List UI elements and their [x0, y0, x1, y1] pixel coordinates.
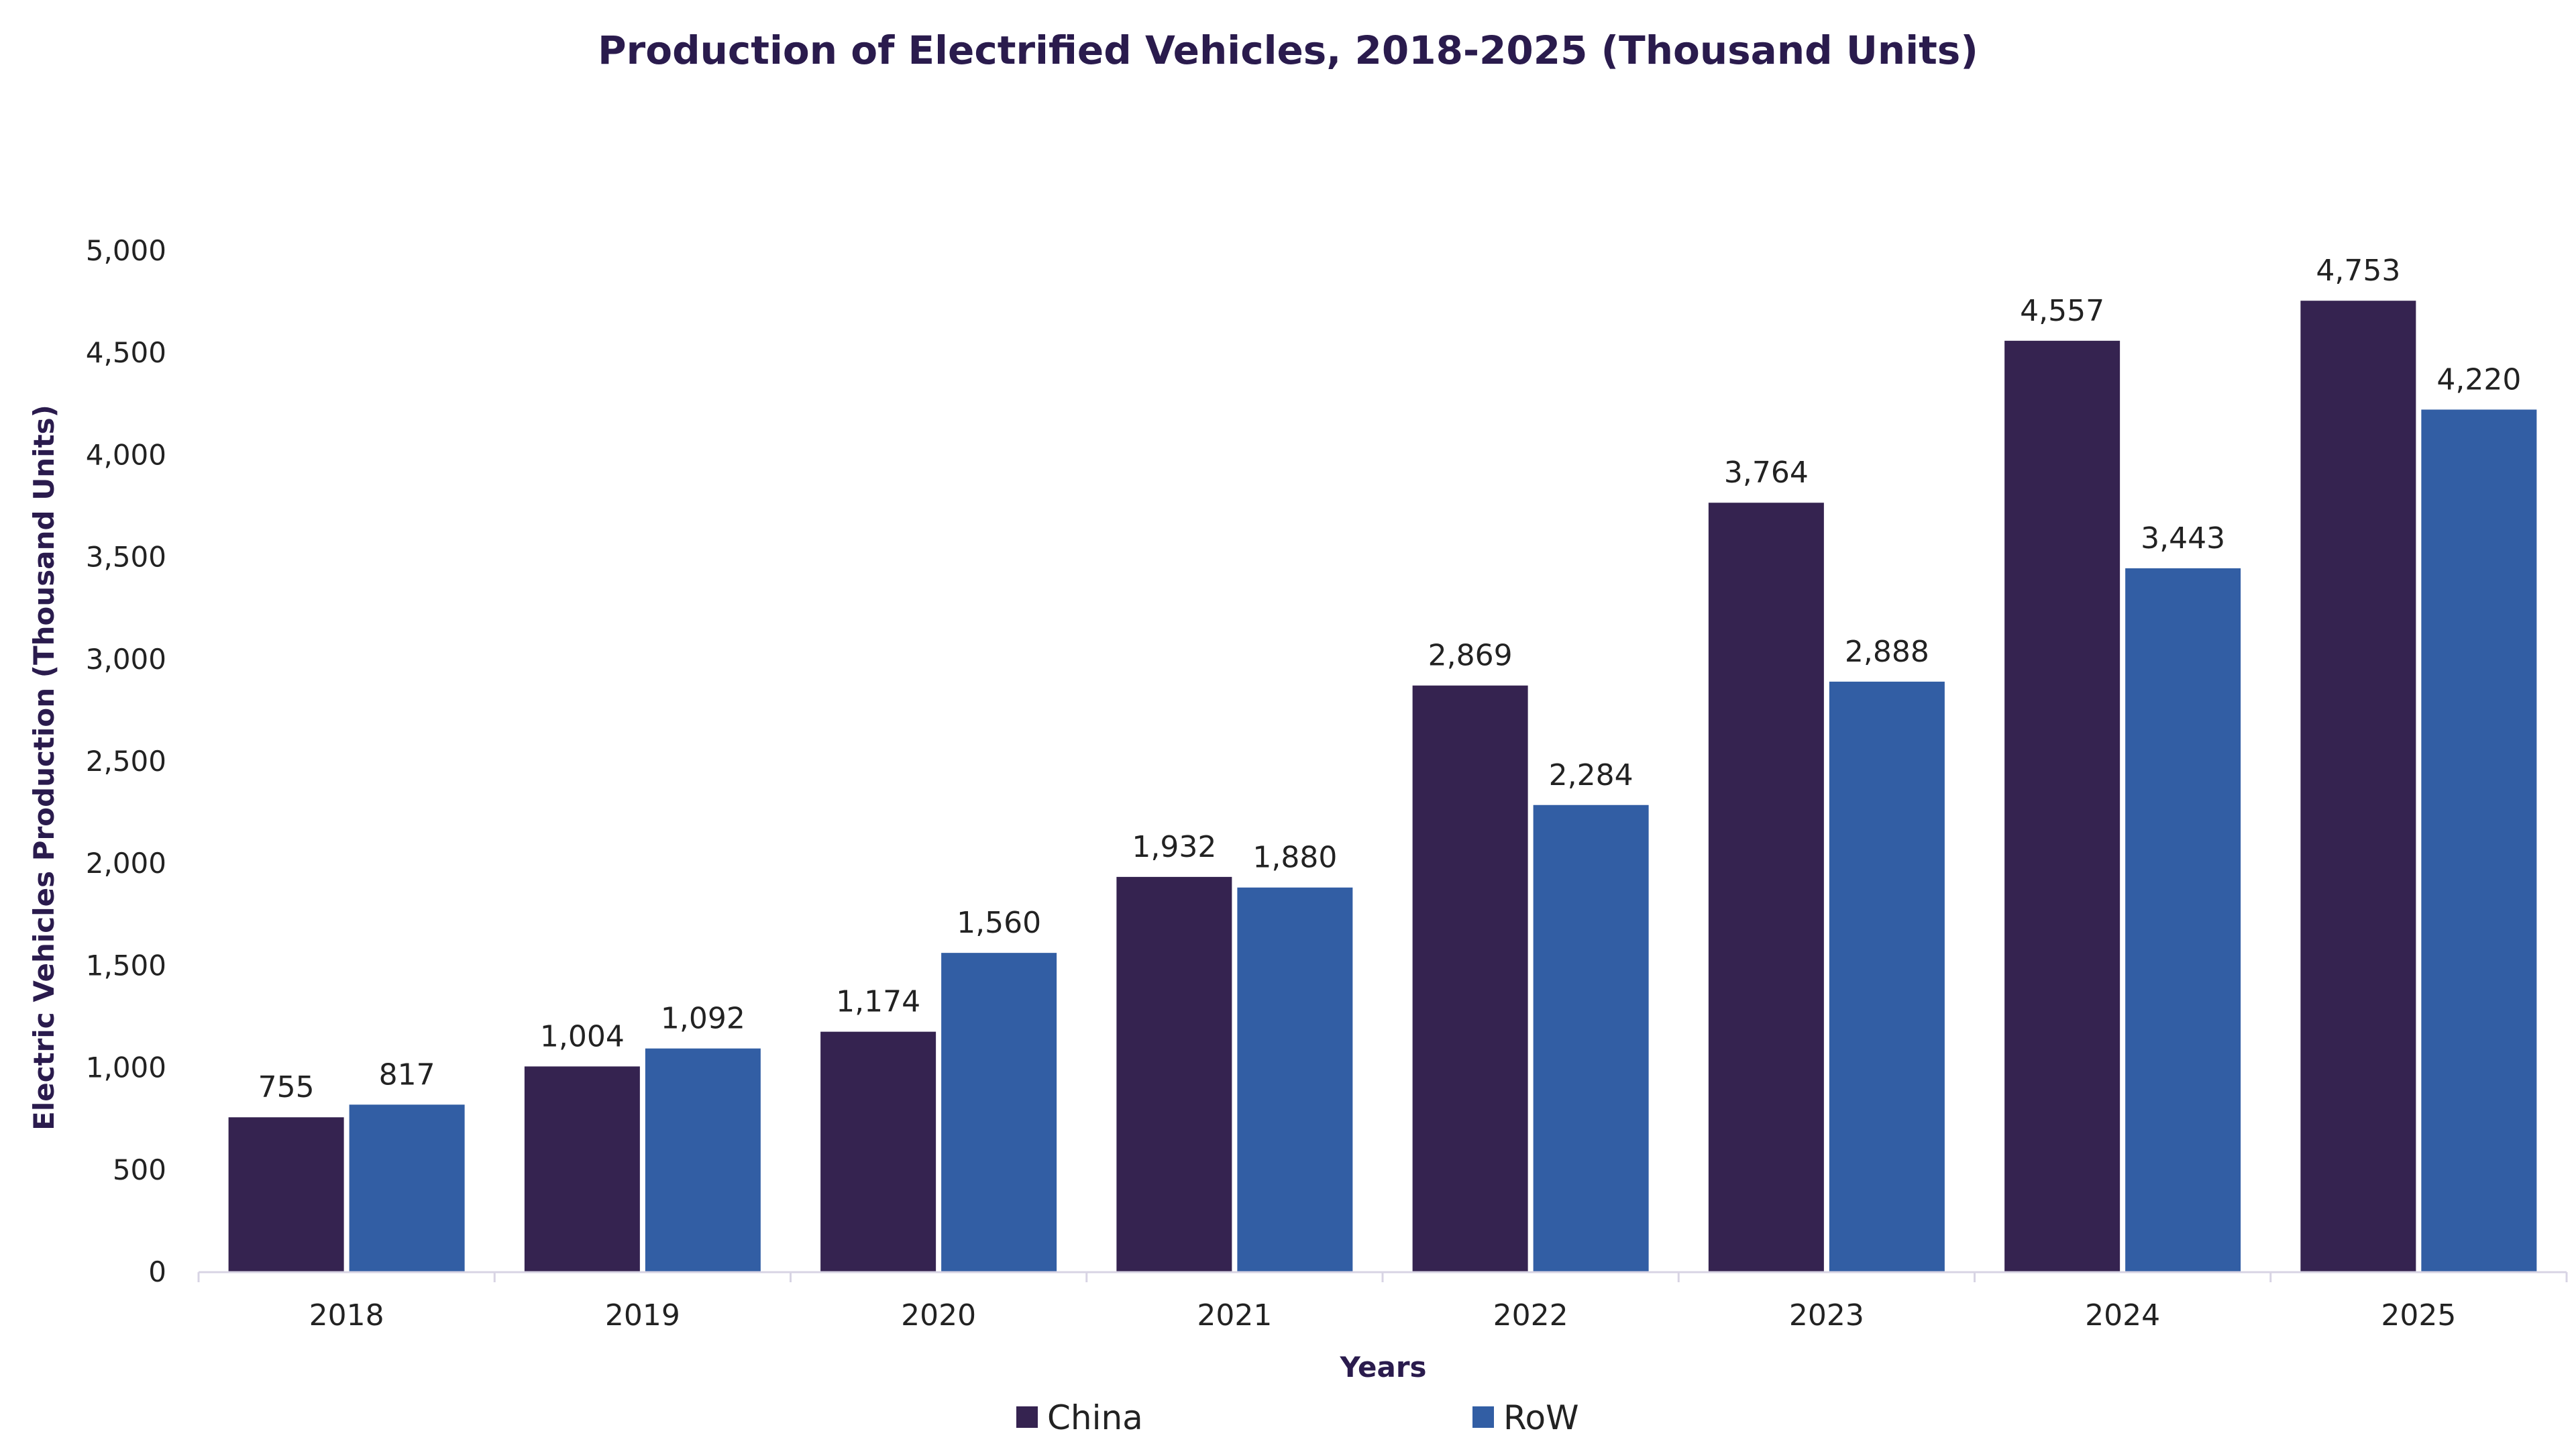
y-tick-label: 2,500 — [86, 745, 166, 778]
data-label: 1,004 — [540, 1019, 625, 1053]
data-label: 4,220 — [2436, 362, 2521, 397]
legend-swatch-china — [1016, 1406, 1038, 1428]
x-tick-label: 2019 — [605, 1298, 680, 1333]
y-tick-label: 4,000 — [86, 438, 166, 471]
y-axis: 0 500 1,000 1,500 2,000 2,500 3,000 3,500 4,000 4… — [86, 234, 166, 1288]
data-label: 755 — [258, 1070, 315, 1104]
x-tick-label: 2020 — [901, 1298, 976, 1333]
bar-row-2025 — [2421, 409, 2537, 1272]
data-label: 1,092 — [661, 1002, 745, 1036]
data-label: 3,443 — [2141, 521, 2225, 556]
bar-china-2025 — [2300, 301, 2416, 1272]
x-tick-label: 2023 — [1789, 1298, 1864, 1333]
bar-china-2019 — [524, 1066, 640, 1272]
y-tick-label: 3,000 — [86, 643, 166, 676]
data-label: 2,888 — [1845, 635, 1929, 669]
legend-label-row: RoW — [1503, 1398, 1579, 1437]
x-tick-label: 2022 — [1493, 1298, 1568, 1333]
data-label: 1,880 — [1252, 841, 1337, 875]
bar-china-2023 — [1708, 503, 1824, 1272]
y-tick-label: 5,000 — [86, 234, 166, 267]
x-tick-label: 2021 — [1197, 1298, 1272, 1333]
legend-swatch-row — [1472, 1406, 1494, 1428]
data-labels: 755 817 1,004 1,092 1,174 1,560 1,932 1,880 2,86… — [258, 254, 2522, 1104]
x-axis-title: Years — [1339, 1351, 1426, 1384]
y-tick-label: 1,000 — [86, 1051, 166, 1084]
bar-china-2024 — [2004, 340, 2121, 1272]
data-label: 4,557 — [2020, 294, 2104, 328]
bar-china-2020 — [820, 1031, 936, 1272]
bar-row-2022 — [1533, 805, 1649, 1272]
legend: China RoW — [1016, 1398, 1579, 1437]
data-label: 1,932 — [1132, 830, 1216, 864]
bar-row-2024 — [2125, 568, 2241, 1272]
x-tick-label: 2025 — [2381, 1298, 2456, 1333]
bar-row-2021 — [1237, 887, 1353, 1272]
bar-row-2020 — [941, 953, 1057, 1272]
y-tick-label: 4,500 — [86, 336, 166, 369]
y-tick-label: 1,500 — [86, 949, 166, 982]
legend-label-china: China — [1047, 1398, 1143, 1437]
y-axis-title: Electric Vehicles Production (Thousand U… — [28, 405, 60, 1131]
x-axis: 2018 2019 2020 2021 2022 2023 2024 2025 — [197, 1271, 2568, 1333]
data-label: 817 — [379, 1057, 435, 1092]
x-tick-label: 2018 — [309, 1298, 384, 1333]
y-tick-label: 500 — [113, 1153, 166, 1186]
bar-china-2021 — [1116, 876, 1232, 1272]
y-tick-label: 0 — [148, 1255, 166, 1288]
y-tick-label: 3,500 — [86, 541, 166, 574]
data-label: 2,284 — [1549, 758, 1633, 792]
bars — [228, 301, 2537, 1272]
bar-row-2019 — [645, 1048, 761, 1272]
bar-row-2023 — [1829, 681, 1945, 1272]
y-tick-label: 2,000 — [86, 847, 166, 880]
data-label: 4,753 — [2316, 254, 2400, 288]
x-tick-label: 2024 — [2085, 1298, 2160, 1333]
data-label: 1,174 — [836, 985, 920, 1019]
data-label: 3,764 — [1724, 456, 1809, 490]
bar-china-2018 — [228, 1117, 344, 1272]
data-label: 1,560 — [957, 906, 1041, 940]
data-label: 2,869 — [1428, 639, 1513, 673]
bar-row-2018 — [349, 1104, 465, 1272]
chart-title: Production of Electrified Vehicles, 2018… — [598, 28, 1978, 73]
bar-china-2022 — [1412, 685, 1528, 1272]
